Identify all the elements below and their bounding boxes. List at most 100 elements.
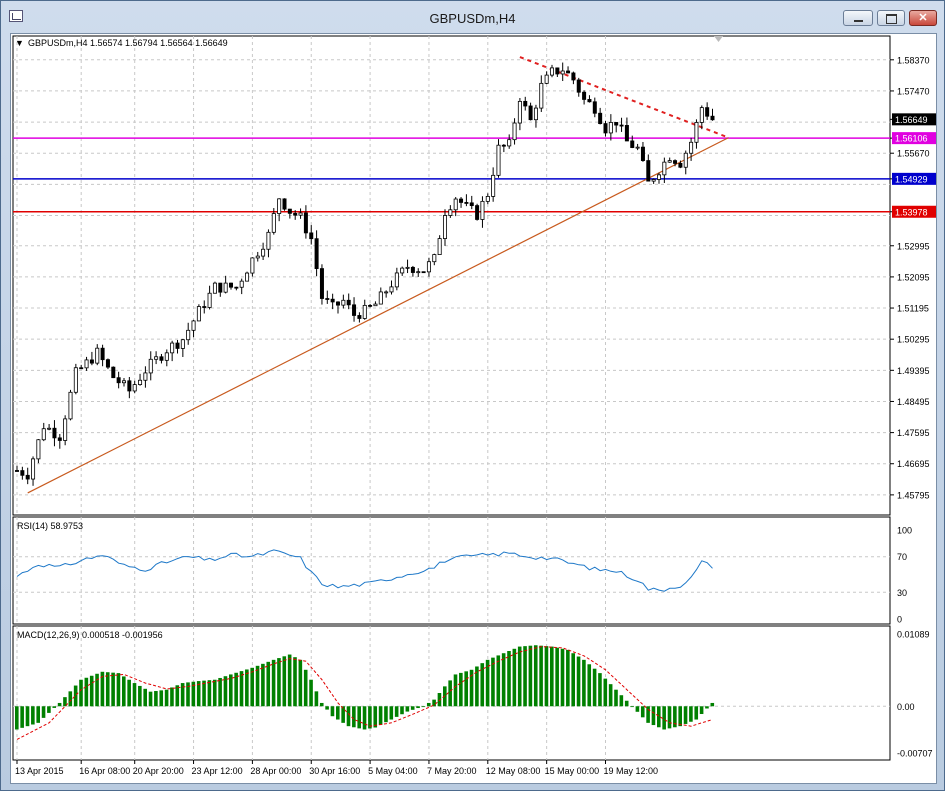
macd-histogram-bar (175, 685, 180, 707)
price-axis-label: 1.48495 (897, 397, 930, 407)
macd-histogram-bar (352, 706, 356, 728)
candle-body (635, 146, 640, 149)
blue-level-price-label: 1.54929 (895, 174, 928, 184)
candle-body (319, 268, 324, 299)
price-axis-label: 1.51195 (897, 304, 929, 314)
macd-histogram-bar (619, 695, 624, 707)
macd-histogram-bar (202, 680, 206, 707)
trendlines[interactable] (27, 56, 729, 494)
candle-body (287, 208, 292, 214)
macd-indicator (13, 645, 890, 740)
candle-body (20, 470, 25, 476)
red-level-tag (892, 205, 936, 218)
close-button[interactable]: ✕ (909, 10, 937, 26)
macd-histogram-bar (667, 706, 672, 729)
macd-histogram-bar (673, 706, 677, 728)
candle-body (662, 161, 667, 176)
price-chart-svg[interactable]: 1.58370 1.57470 1.56649 1.56106 1.55670 1.549… (11, 34, 936, 783)
macd-histogram-bar (100, 671, 105, 707)
macd-histogram-bar (699, 706, 704, 715)
price-axis-label: 1.46695 (897, 459, 930, 469)
candle-body (57, 437, 62, 441)
candle-body (164, 352, 169, 361)
macd-histogram-bar (373, 706, 378, 728)
price-axis-label: 1.50295 (897, 335, 930, 345)
price-axis-label: 1.45795 (897, 490, 930, 500)
time-axis-label: 19 May 12:00 (604, 766, 659, 776)
candle-body (501, 144, 506, 147)
candle-body (571, 72, 576, 81)
candle-body (314, 238, 319, 269)
price-axis-label: 1.49395 (897, 366, 930, 376)
macd-histogram-bar (95, 673, 99, 707)
rsi-axis-label: 70 (897, 552, 907, 562)
time-axis-label: 7 May 20:00 (427, 766, 477, 776)
candle-body (31, 458, 36, 480)
rsi-indicator (13, 549, 890, 593)
candle-body (491, 174, 496, 197)
macd-histogram-bar (678, 706, 682, 727)
title-bar[interactable]: GBPUSDm,H4 ✕ (1, 1, 944, 35)
candle-body (630, 140, 635, 148)
macd-histogram-bar (191, 681, 196, 707)
time-axis-label: 16 Apr 08:00 (79, 766, 130, 776)
macd-histogram-bar (84, 677, 89, 707)
macd-histogram-bar (640, 706, 645, 718)
candle-body (405, 266, 410, 269)
price-axis-label: 1.55670 (897, 149, 930, 159)
rsi-axis-label: 0 (897, 615, 902, 625)
candle-body (298, 212, 303, 216)
time-axis: 13 Apr 2015 16 Apr 08:00 20 Apr 20:00 23 Ap… (15, 760, 658, 776)
macd-histogram-bar (560, 648, 565, 707)
macd-histogram-bar (223, 676, 228, 707)
candle-body (293, 212, 298, 216)
macd-histogram-bar (250, 667, 254, 707)
support-trendline[interactable] (27, 137, 729, 494)
chart-area[interactable]: 1.58370 1.57470 1.56649 1.56106 1.55670 1.549… (10, 33, 937, 784)
macd-axis-label: 0.00 (897, 702, 915, 712)
macd-histogram-bar (116, 673, 121, 707)
candle-body (36, 439, 41, 460)
candle-body (175, 342, 180, 349)
candle-body (63, 418, 68, 441)
red-level-price-label: 1.53978 (895, 207, 928, 217)
candle-body (566, 70, 571, 74)
candle-body (346, 299, 351, 306)
candle-body (384, 291, 389, 294)
candle-body (699, 107, 704, 123)
maximize-icon[interactable] (877, 10, 905, 26)
resistance-trendline[interactable] (519, 56, 729, 139)
macd-histogram-bar (507, 651, 511, 707)
candle-body (576, 79, 581, 93)
rsi-pane-frame (12, 516, 891, 625)
candle-body (84, 359, 89, 369)
candle-body (608, 122, 613, 134)
header-menu-icon[interactable]: ▼ (15, 38, 24, 48)
candle-body (191, 320, 196, 331)
candle-body (105, 359, 110, 368)
chart-shift-marker-icon[interactable] (714, 36, 723, 42)
macd-histogram-bar (539, 645, 543, 707)
candle-body (694, 122, 699, 143)
magenta-level-price-label: 1.56106 (895, 134, 928, 144)
candle-body (442, 215, 447, 239)
candle-body (154, 356, 159, 360)
candle-body (550, 67, 555, 76)
candle-body (228, 282, 233, 288)
candle-body (41, 428, 46, 441)
macd-histogram-bar (464, 671, 468, 707)
candle-body (25, 474, 30, 480)
macd-histogram-bar (657, 706, 661, 728)
macd-histogram-bar (683, 706, 688, 724)
macd-histogram-bar (555, 647, 559, 707)
macd-histogram-bar (389, 706, 394, 720)
candle-body (480, 200, 485, 220)
macd-histogram-bar (646, 706, 650, 723)
candle-body (544, 74, 549, 84)
candle-body (127, 380, 132, 392)
candle-body (309, 232, 314, 240)
candle-body (122, 380, 127, 384)
minimize-icon[interactable] (843, 10, 873, 26)
candle-body (496, 144, 501, 176)
macd-histogram-bar (394, 706, 399, 717)
